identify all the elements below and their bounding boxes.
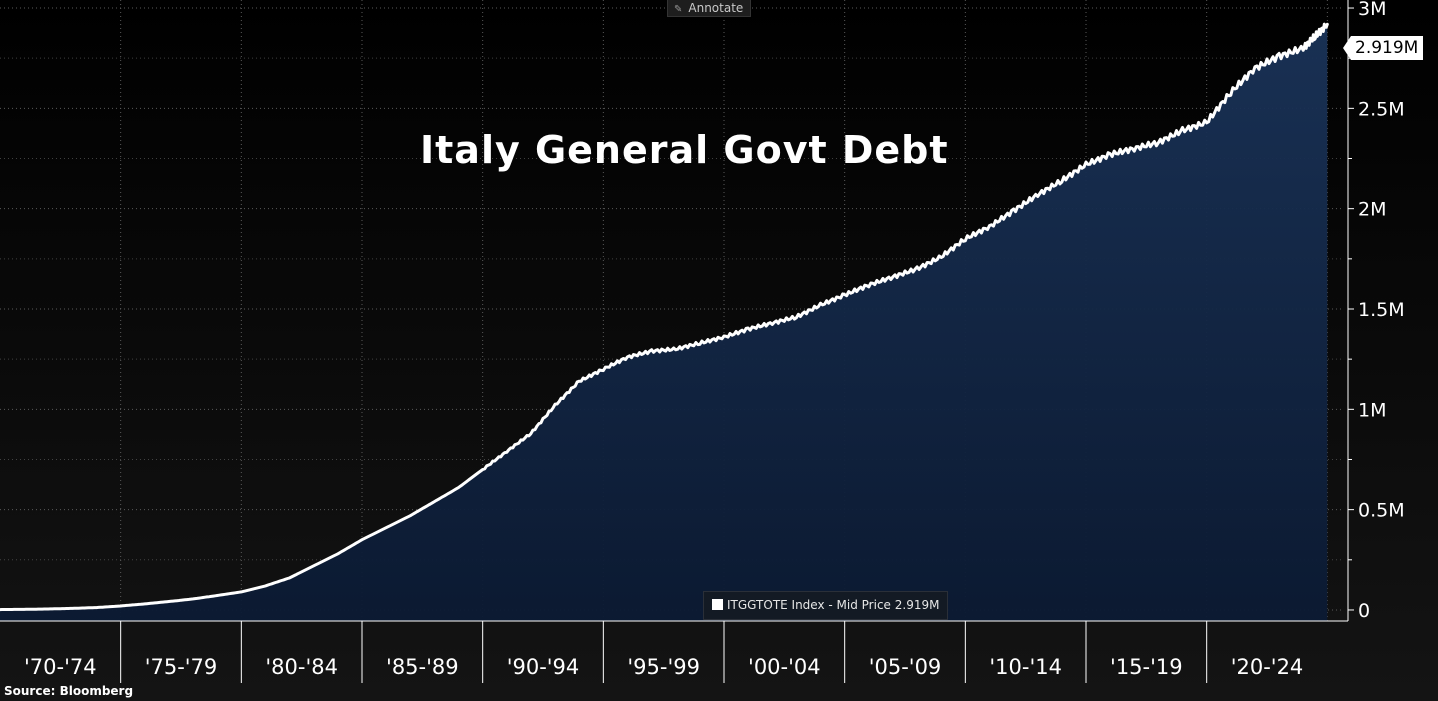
x-tick-label: '15-'19 (1110, 655, 1183, 679)
y-tick-label: 2M (1358, 199, 1386, 221)
series-line[interactable] (0, 22, 1329, 612)
x-tick-label: '85-'89 (386, 655, 459, 679)
x-tick-label: '95-'99 (627, 655, 700, 679)
x-tick-labels: '70-'74 '75-'79 '80-'84 '85-'89 '90-'94 '95-'… (24, 621, 1303, 683)
x-tick-label: '75-'79 (145, 655, 218, 679)
x-tick-label: '80-'84 (265, 655, 338, 679)
y-tick-labels: 0 0.5M 1M 1.5M 2M 2.5M 3M (1358, 0, 1405, 622)
y-tick-label: 2.5M (1358, 98, 1405, 120)
x-tick-label: '05-'09 (869, 655, 942, 679)
x-tick-label: '70-'74 (24, 655, 97, 679)
area-fill-layer (0, 24, 1328, 622)
pencil-icon: ✎ (674, 4, 683, 15)
y-tick-label: 1.5M (1358, 299, 1405, 321)
series-line-layer (0, 22, 1329, 612)
source-note: Source: Bloomberg (4, 684, 134, 698)
y-tick-label: 0 (1358, 600, 1370, 622)
chart-title: Italy General Govt Debt (420, 128, 949, 172)
y-tick-label: 3M (1358, 0, 1386, 20)
y-tick-label: 1M (1358, 399, 1386, 421)
annotate-label: Annotate (688, 1, 744, 15)
x-tick-label: '00-'04 (748, 655, 821, 679)
last-value-tag: 2.919M (1342, 36, 1424, 60)
series-area (0, 24, 1328, 622)
annotate-button[interactable]: ✎ Annotate (667, 0, 751, 17)
legend-swatch (712, 599, 723, 610)
y-tick-label: 0.5M (1358, 500, 1405, 522)
axis-layer (0, 0, 1354, 622)
x-tick-label: '10-'14 (989, 655, 1062, 679)
legend-label: ITGGTOTE Index - Mid Price 2.919M (727, 598, 940, 612)
chart-legend[interactable]: ITGGTOTE Index - Mid Price 2.919M (703, 591, 949, 620)
x-tick-label: '20-'24 (1231, 655, 1304, 679)
x-tick-label: '90-'94 (507, 655, 580, 679)
